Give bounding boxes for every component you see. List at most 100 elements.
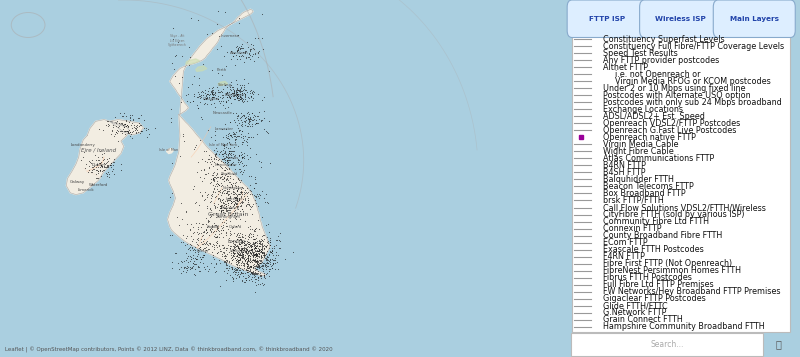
Point: [207, 176, 220, 182]
Point: [99, 161, 112, 167]
Point: [257, 242, 270, 248]
Point: [234, 189, 247, 195]
Point: [235, 194, 248, 200]
Point: [234, 265, 246, 271]
Point: [222, 205, 235, 211]
Point: [241, 251, 254, 257]
Point: [226, 210, 239, 216]
Point: [165, 190, 178, 196]
Point: [221, 94, 234, 100]
Point: [241, 40, 254, 45]
Point: [102, 162, 115, 168]
Point: [247, 185, 260, 190]
Point: [249, 273, 262, 279]
Point: [250, 264, 263, 270]
Point: [194, 89, 207, 95]
Point: [133, 124, 146, 129]
Point: [211, 213, 224, 219]
Point: [212, 196, 225, 202]
Point: [262, 254, 274, 260]
Point: [230, 231, 243, 237]
Point: [243, 111, 256, 117]
Point: [236, 52, 249, 57]
Point: [204, 214, 217, 220]
Point: [108, 156, 121, 161]
Point: [219, 156, 232, 161]
Point: [223, 231, 236, 236]
Point: [254, 273, 266, 278]
Point: [247, 236, 260, 242]
Point: [230, 266, 243, 272]
Point: [118, 121, 131, 127]
Point: [215, 173, 228, 178]
Point: [206, 211, 218, 217]
Point: [226, 191, 239, 197]
Point: [198, 175, 210, 181]
Point: [246, 268, 259, 274]
Point: [101, 156, 114, 162]
Point: [178, 264, 190, 270]
Point: [202, 92, 215, 98]
Point: [254, 264, 266, 270]
Point: [221, 90, 234, 95]
Point: [163, 232, 176, 238]
Point: [202, 246, 215, 252]
Point: [225, 150, 238, 156]
Point: [177, 268, 190, 274]
Point: [239, 162, 252, 167]
Point: [202, 85, 215, 91]
Point: [184, 227, 197, 233]
Point: [206, 193, 218, 198]
Point: [79, 165, 92, 171]
Point: [257, 268, 270, 274]
Point: [232, 95, 245, 101]
Point: [227, 189, 240, 195]
Point: [117, 113, 130, 119]
Point: [248, 226, 261, 232]
Point: [232, 175, 245, 181]
Point: [214, 149, 226, 155]
Point: [232, 93, 245, 99]
Point: [207, 169, 220, 175]
Point: [126, 120, 138, 126]
Point: [224, 155, 237, 160]
Point: [225, 251, 238, 256]
Point: [221, 89, 234, 95]
Point: [241, 265, 254, 270]
Point: [226, 265, 238, 271]
Point: [274, 231, 286, 236]
Point: [235, 97, 248, 103]
Point: [194, 225, 207, 230]
Point: [232, 47, 245, 53]
Point: [239, 190, 252, 195]
Point: [218, 142, 230, 148]
Point: [238, 257, 251, 263]
Point: [242, 134, 255, 140]
Point: [242, 116, 255, 122]
Point: [220, 257, 233, 263]
Point: [230, 258, 243, 264]
Point: [232, 241, 245, 246]
Point: [221, 201, 234, 206]
Point: [246, 243, 259, 248]
Text: Newcastle: Newcastle: [212, 111, 232, 115]
Point: [250, 239, 262, 245]
Point: [236, 139, 249, 145]
Point: [260, 248, 273, 253]
Point: [130, 123, 142, 129]
Point: [86, 167, 98, 172]
Point: [142, 127, 154, 132]
Point: [266, 257, 279, 263]
Point: [254, 254, 267, 260]
Point: [225, 161, 238, 167]
Point: [225, 226, 238, 231]
Point: [236, 128, 249, 134]
Point: [191, 263, 204, 269]
Point: [90, 162, 103, 168]
Point: [230, 194, 242, 200]
Point: [193, 268, 206, 274]
Point: [233, 264, 246, 270]
Point: [241, 258, 254, 264]
Point: [229, 242, 242, 248]
Point: [234, 236, 246, 242]
